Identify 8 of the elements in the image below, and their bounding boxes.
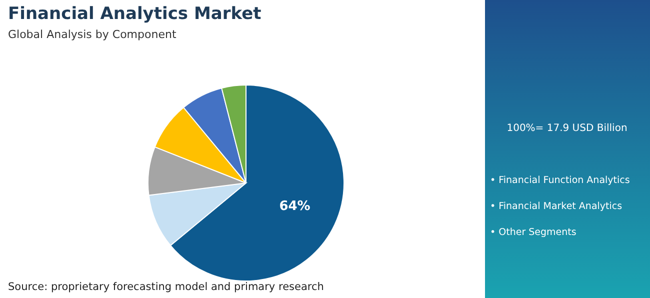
text: 100%= 17.9 USD Billion [506,123,628,134]
source-note: Source: proprietary forecasting model and primary research [8,281,324,293]
chart-subtitle: Global Analysis by Component [8,28,177,41]
text: • Financial Function Analytics [490,175,630,186]
chart-title: Financial Analytics Market [8,4,262,24]
text: • Other Segments [490,227,576,238]
text: • Financial Market Analytics [490,201,622,212]
data-label: 64% [279,198,310,214]
